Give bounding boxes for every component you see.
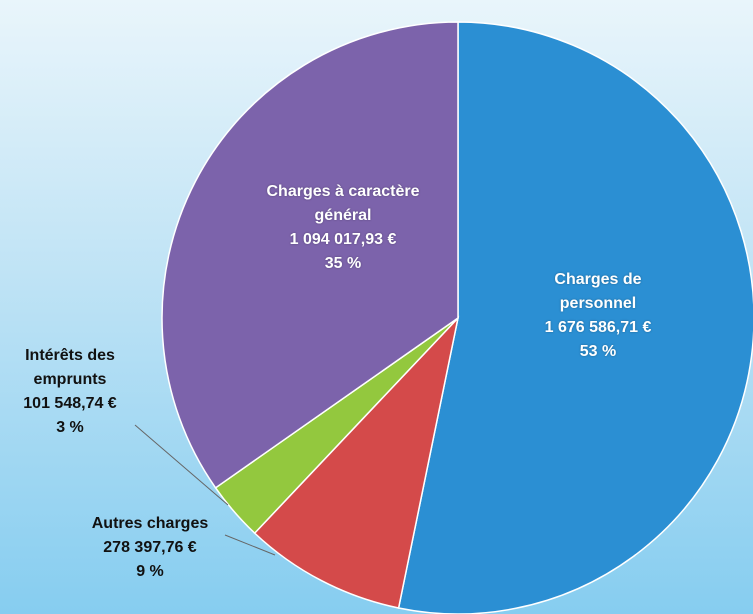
percent-label: 3 % [56, 419, 84, 436]
pie-slice [161, 21, 459, 489]
pie-slice [253, 315, 460, 609]
amount-label: 278 397,76 € [103, 539, 197, 556]
leader-line [134, 424, 229, 506]
slice-label: Charges à caractère général 1 094 017,93 … [261, 180, 426, 276]
amount-label: 1 676 586,71 € [544, 319, 652, 336]
category-name: Charges à caractère général [266, 183, 420, 224]
slice-label: Charges de personnel 1 676 586,71 € 53 % [533, 268, 663, 364]
percent-label: 9 % [136, 563, 164, 580]
amount-label: 101 548,74 € [23, 395, 117, 412]
leader-line [224, 534, 276, 556]
slice-label: Autres charges 278 397,76 € 9 % [65, 512, 235, 584]
pie-slice [397, 21, 753, 614]
category-name: Autres charges [91, 515, 209, 532]
percent-label: 53 % [579, 343, 617, 360]
percent-label: 35 % [324, 255, 362, 272]
slice-label: Intérêts des emprunts 101 548,74 € 3 % [10, 344, 130, 440]
category-name: Charges de personnel [554, 271, 642, 312]
amount-label: 1 094 017,93 € [289, 231, 397, 248]
slices [161, 21, 753, 614]
category-name: Intérêts des emprunts [25, 347, 115, 388]
